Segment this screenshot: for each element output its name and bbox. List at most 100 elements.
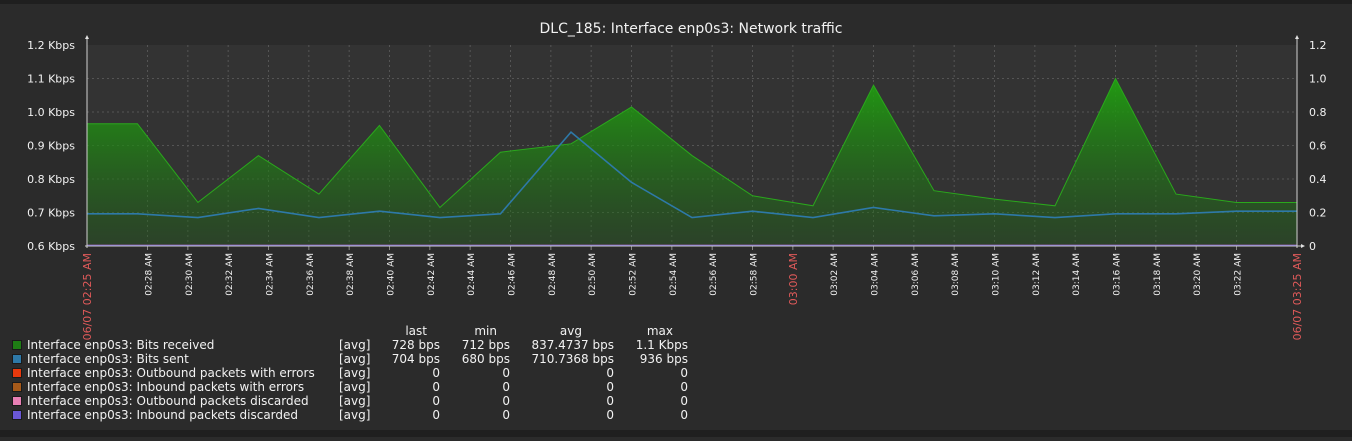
legend-value-max: 936 bps [639,352,688,366]
legend-value-last: 0 [432,366,440,380]
legend-header-max: max [646,324,673,338]
legend-item-func: [avg] [339,408,371,422]
legend-item-func: [avg] [339,352,371,366]
legend-value-avg: 0 [606,380,614,394]
x-start-label: 06/07 02:25 AM [81,253,94,340]
legend-value-min: 0 [502,408,510,422]
x-tick-label: 02:52 AM [629,253,639,296]
legend-color-swatch [12,368,22,378]
legend-value-min: 0 [502,394,510,408]
legend-value-min: 680 bps [461,352,510,366]
legend-value-min: 712 bps [461,338,510,352]
y-right-tick-label: 1.0 [1309,73,1327,86]
legend-row: Interface enp0s3: Outbound packets disca… [0,394,720,408]
x-tick-label: 03:20 AM [1193,253,1203,296]
y-left-tick-label: 1.1 Kbps [27,73,75,86]
x-tick-label: 03:18 AM [1153,253,1163,296]
y-left-tick-label: 0.7 Kbps [27,207,75,220]
y-left-tick-label: 0.9 Kbps [27,140,75,153]
x-tick-label: 02:36 AM [306,253,316,296]
legend-value-max: 1.1 Kbps [635,338,688,352]
y-right-tick-label: 0.6 [1309,140,1327,153]
legend-value-last: 728 bps [391,338,440,352]
legend-header-avg: avg [559,324,582,338]
legend-row: Interface enp0s3: Inbound packets with e… [0,380,720,394]
legend-color-swatch [12,396,22,406]
x-tick-label: 02:58 AM [750,253,760,296]
legend-value-min: 0 [502,366,510,380]
legend-item-func: [avg] [339,338,371,352]
legend-row: Interface enp0s3: Bits sent [avg] 704 bps 6… [0,352,720,366]
legend-value-avg: 710.7368 bps [531,352,614,366]
legend-value-last: 704 bps [391,352,440,366]
x-tick-label: 02:30 AM [185,253,195,296]
x-tick-label: 03:12 AM [1032,253,1042,296]
x-tick-label: 02:44 AM [467,253,477,296]
legend-header-last: last [405,324,427,338]
series-bits-received-line [87,77,1297,209]
y-right-tick-label: 0.4 [1309,173,1327,186]
x-end-label: 06/07 03:25 AM [1291,253,1304,340]
legend-item-func: [avg] [339,366,371,380]
y-left-axis-arrow [85,35,89,39]
chart-title: DLC_185: Interface enp0s3: Network traff… [540,21,843,37]
legend-value-max: 0 [680,394,688,408]
x-tick-label: 03:02 AM [830,253,840,296]
legend-row: Interface enp0s3: Bits received [avg] 728 … [0,338,720,352]
x-tick-label: 02:42 AM [427,253,437,296]
legend-item-name: Interface enp0s3: Bits sent [27,352,189,366]
legend-item-name: Interface enp0s3: Inbound packets discar… [27,408,299,422]
y-right-tick-label: 0.2 [1309,207,1327,220]
x-tick-label: 02:40 AM [387,253,397,296]
x-tick-label: 03:14 AM [1072,253,1082,296]
x-tick-label: 03:16 AM [1113,253,1123,296]
legend-value-min: 0 [502,380,510,394]
y-right-tick-label: 1.2 [1309,39,1327,52]
legend-value-avg: 0 [606,408,614,422]
x-tick-label: 02:28 AM [145,253,155,296]
legend-item-name: Interface enp0s3: Outbound packets with … [27,366,315,380]
x-tick-label: 03:04 AM [871,253,881,296]
legend-item-name: Interface enp0s3: Inbound packets with e… [27,380,305,394]
legend-value-max: 0 [680,380,688,394]
x-tick-label: 02:38 AM [346,253,356,296]
legend-value-max: 0 [680,408,688,422]
y-left-tick-label: 0.8 Kbps [27,173,75,186]
legend-header-min: min [474,324,497,338]
legend-color-swatch [12,410,22,420]
network-traffic-chart: DLC_185: Interface enp0s3: Network traff… [27,21,1327,340]
y-left-tick-label: 1.0 Kbps [27,106,75,119]
x-tick-label: 02:56 AM [709,253,719,296]
x-tick-label: 03:00 AM [787,253,800,305]
legend-value-max: 0 [680,366,688,380]
legend-color-swatch [12,340,22,350]
legend-value-last: 0 [432,394,440,408]
x-tick-label: 03:06 AM [911,253,921,296]
x-tick-label: 02:46 AM [508,253,518,296]
x-tick-label: 02:34 AM [266,253,276,296]
legend-item-func: [avg] [339,394,371,408]
legend-value-last: 0 [432,408,440,422]
legend-row: Interface enp0s3: Outbound packets with … [0,366,720,380]
legend-value-avg: 0 [606,394,614,408]
x-axis-arrow [1301,244,1305,248]
legend-value-last: 0 [432,380,440,394]
x-tick-label: 03:22 AM [1234,253,1244,296]
legend-value-avg: 837.4737 bps [531,338,614,352]
x-tick-label: 02:50 AM [588,253,598,296]
series-bits-received-area [87,78,1297,246]
legend-item-name: Interface enp0s3: Outbound packets disca… [27,394,309,408]
x-tick-label: 02:54 AM [669,253,679,296]
legend-color-swatch [12,354,22,364]
series-bits-sent-line [87,130,1297,219]
legend-item-func: [avg] [339,380,371,394]
legend-row: Interface enp0s3: Inbound packets discar… [0,408,720,422]
legend-color-swatch [12,382,22,392]
y-left-tick-label: 0.6 Kbps [27,240,75,253]
y-left-tick-label: 1.2 Kbps [27,39,75,52]
y-right-axis-arrow [1295,35,1299,39]
x-tick-label: 03:08 AM [951,253,961,296]
x-tick-label: 02:48 AM [548,253,558,296]
legend-item-name: Interface enp0s3: Bits received [27,338,215,352]
